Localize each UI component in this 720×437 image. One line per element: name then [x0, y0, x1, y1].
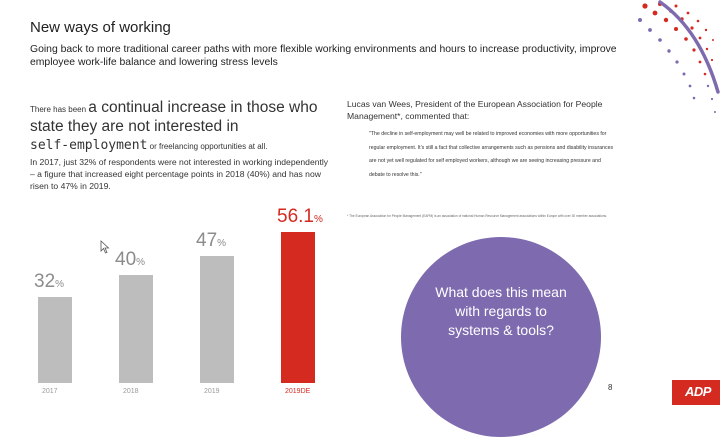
- callout-text: What does this mean with regards to syst…: [435, 284, 567, 338]
- page-number: 8: [608, 383, 613, 392]
- intro-body-text: In 2017, just 32% of respondents were no…: [30, 157, 329, 191]
- bar-value-unit: %: [217, 238, 227, 250]
- bar-category-label-2019DE: 2019DE: [285, 388, 311, 395]
- bar-2019: [200, 256, 234, 383]
- mouse-cursor-icon: [100, 240, 110, 254]
- logo-text: ADP: [685, 384, 711, 399]
- intro-highlight-text: a continual increase in those who state …: [30, 99, 318, 135]
- bar-value-unit: %: [313, 213, 323, 225]
- bar-value-label-2017: 32%: [34, 271, 64, 293]
- bar-2018: [119, 275, 153, 383]
- bar-value-unit: %: [55, 278, 65, 290]
- callout-circle: [401, 237, 601, 437]
- bar-2017: [38, 296, 72, 383]
- intro-tail-text: or freelancing opportunities at all.: [147, 142, 268, 151]
- page-title: New ways of working: [30, 19, 171, 36]
- bar-value-number: 56.1: [277, 205, 314, 227]
- bar-value-number: 40: [115, 249, 137, 270]
- bar-category-label-2018: 2018: [123, 388, 139, 395]
- page-subtitle: Going back to more traditional career pa…: [30, 44, 617, 68]
- bar-value-label-2019: 47%: [196, 230, 226, 252]
- quote-footnote: * The European Association for People Ma…: [347, 214, 608, 218]
- decorative-dots-graphic: [638, 0, 720, 113]
- bar-value-label-2019DE: 56.1%: [277, 206, 323, 228]
- quote-author: Lucas van Wees, President of the Europea…: [347, 99, 603, 121]
- intro-small-text: There has been: [30, 105, 89, 114]
- adp-logo: ADP: [672, 380, 720, 405]
- bar-category-label-2019: 2019: [204, 388, 220, 395]
- bar-value-label-2018: 40%: [115, 249, 145, 271]
- quote-text: "The decline in self-employment may well…: [369, 131, 614, 178]
- bar-value-unit: %: [136, 257, 146, 268]
- bar-2019DE: [281, 231, 315, 383]
- bar-category-label-2017: 2017: [42, 388, 58, 395]
- bar-value-number: 47: [196, 230, 218, 252]
- quote-section: Lucas van Wees, President of the Europea…: [347, 98, 627, 182]
- self-employment-term: self-employment: [30, 138, 148, 153]
- intro-paragraph: There has been a continual increase in t…: [30, 98, 330, 192]
- bar-value-number: 32: [34, 270, 56, 292]
